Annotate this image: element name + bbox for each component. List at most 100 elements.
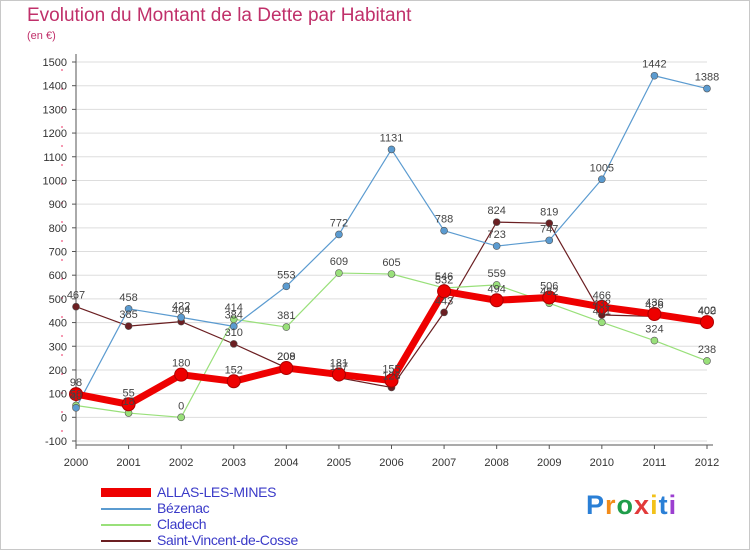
data-label-saint-vincent-de-cosse: 404	[172, 305, 190, 317]
data-label-allas-les-mines: 152	[225, 364, 243, 376]
x-tick-label: 2000	[64, 457, 88, 469]
data-label-saint-vincent-de-cosse: 126	[382, 370, 400, 382]
x-tick-label: 2012	[695, 457, 719, 469]
logo-letter: o	[616, 490, 635, 520]
y-tick-label: 200	[49, 365, 67, 377]
y-tick-label: 800	[49, 223, 67, 235]
data-label-b-zenac: 723	[487, 229, 505, 241]
data-label-cladech: 609	[330, 256, 348, 268]
data-label-b-zenac: 1005	[590, 162, 614, 174]
legend-swatch	[101, 488, 151, 497]
data-label-b-zenac: 772	[330, 217, 348, 229]
series-line-b-zenac	[75, 75, 708, 409]
y-tick-label: 300	[49, 341, 67, 353]
legend-swatch	[101, 524, 151, 526]
data-label-saint-vincent-de-cosse: 400	[698, 306, 716, 318]
data-point-saint-vincent-de-cosse	[545, 219, 554, 228]
x-tick-label: 2011	[643, 457, 667, 469]
data-label-allas-les-mines: 436	[645, 297, 663, 309]
logo-letter: t	[658, 490, 669, 520]
data-point-saint-vincent-de-cosse	[440, 308, 448, 317]
data-label-b-zenac: 1442	[642, 59, 666, 71]
y-tick-label: 100	[49, 389, 67, 401]
data-point-b-zenac	[177, 313, 185, 322]
data-label-allas-les-mines: 402	[698, 305, 716, 317]
data-point-b-zenac	[703, 84, 711, 93]
x-tick-label: 2009	[537, 457, 561, 469]
data-label-allas-les-mines: 98	[70, 377, 82, 389]
y-tick-label: 1100	[43, 152, 67, 164]
data-label-allas-les-mines: 208	[277, 351, 295, 363]
data-point-allas-les-mines	[279, 361, 294, 376]
data-point-allas-les-mines	[700, 315, 714, 330]
data-point-saint-vincent-de-cosse	[72, 302, 80, 311]
x-tick-label: 2007	[432, 457, 456, 469]
data-point-cladech	[598, 318, 606, 327]
data-point-cladech	[177, 413, 185, 422]
x-tick-label: 2004	[274, 457, 298, 469]
data-label-allas-les-mines: 155	[382, 364, 400, 376]
data-label-b-zenac: 458	[119, 292, 137, 304]
legend-swatch	[101, 508, 151, 510]
y-tick-label: 500	[49, 294, 67, 306]
y-tick-label: 0	[61, 412, 67, 424]
proxiti-logo: Proxiti	[586, 490, 677, 521]
data-points	[69, 71, 714, 422]
x-tick-label: 2005	[327, 457, 351, 469]
data-point-cladech	[650, 336, 659, 345]
y-tick-label: 400	[49, 318, 67, 330]
data-point-b-zenac	[229, 322, 238, 331]
data-label-b-zenac: 553	[277, 269, 295, 281]
data-point-b-zenac	[282, 282, 291, 291]
data-label-cladech: 605	[382, 257, 400, 269]
data-point-b-zenac	[387, 145, 396, 154]
data-label-b-zenac: 1131	[380, 132, 404, 144]
data-label-saint-vincent-de-cosse: 385	[119, 309, 137, 321]
data-point-saint-vincent-de-cosse	[229, 340, 238, 348]
legend-label: ALLAS-LES-MINES	[157, 484, 277, 500]
data-label-cladech: 324	[645, 324, 663, 336]
x-tick-label: 2008	[484, 457, 508, 469]
legend-label: Saint-Vincent-de-Cosse	[157, 532, 298, 548]
data-point-allas-les-mines	[226, 374, 241, 389]
data-label-saint-vincent-de-cosse: 432	[593, 298, 611, 310]
data-label-cladech: 559	[487, 268, 505, 280]
data-label-saint-vincent-de-cosse: 819	[540, 206, 558, 218]
data-point-allas-les-mines	[384, 373, 399, 388]
data-label-allas-les-mines: 466	[593, 290, 611, 302]
series-line-cladech	[75, 272, 708, 418]
legend-label: Cladech	[157, 516, 207, 532]
data-point-allas-les-mines	[121, 397, 136, 412]
y-tick-label: -100	[45, 436, 67, 448]
data-label-b-zenac: 422	[172, 300, 190, 312]
data-point-allas-les-mines	[437, 284, 452, 299]
legend-label: Bézenac	[157, 500, 210, 516]
data-point-cladech	[387, 270, 396, 278]
data-label-saint-vincent-de-cosse: 310	[225, 327, 243, 339]
x-tick-label: 2003	[222, 457, 246, 469]
logo-letter: i	[668, 490, 678, 520]
data-point-b-zenac	[650, 71, 659, 80]
y-tick-label: 600	[49, 270, 67, 282]
data-label-saint-vincent-de-cosse: 167	[330, 361, 348, 373]
data-point-b-zenac	[492, 242, 501, 250]
data-label-allas-les-mines: 180	[172, 358, 190, 370]
x-tick-label: 2006	[379, 457, 403, 469]
logo-letter: r	[605, 490, 617, 520]
y-tick-label: 1500	[43, 57, 67, 69]
data-label-b-zenac: 1388	[695, 72, 719, 84]
grid-lines	[76, 61, 707, 442]
data-label-allas-les-mines: 532	[435, 274, 453, 286]
data-point-allas-les-mines	[647, 307, 662, 322]
data-label-allas-les-mines: 181	[330, 357, 348, 369]
data-point-b-zenac	[335, 230, 343, 239]
data-point-b-zenac	[440, 226, 448, 235]
data-label-b-zenac: 384	[225, 309, 243, 321]
y-tick-label: 1200	[43, 128, 67, 140]
y-tick-label: 1300	[43, 104, 67, 116]
data-point-allas-les-mines	[69, 387, 83, 402]
data-point-cladech	[282, 323, 291, 331]
